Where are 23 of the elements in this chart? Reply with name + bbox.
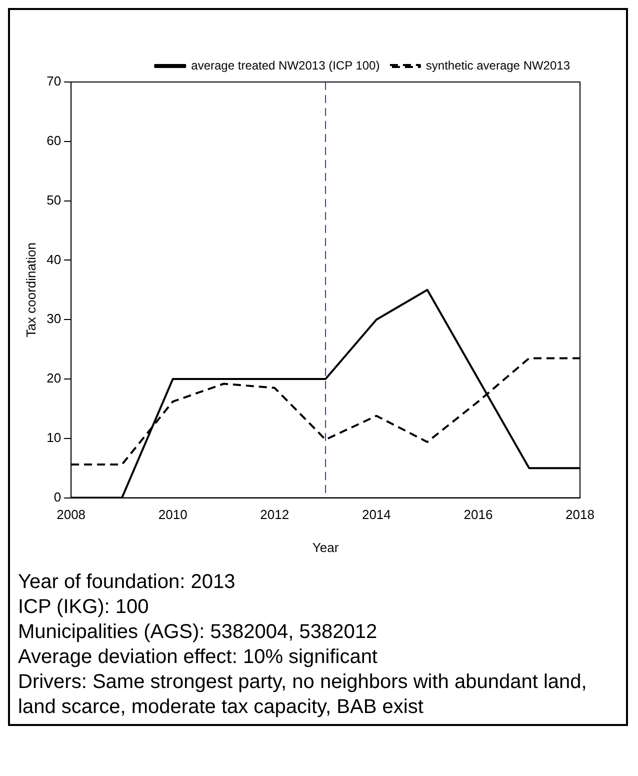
text: Municipalities (AGS): 5382004, 5382012 bbox=[18, 620, 378, 645]
text: Average deviation effect: 10% significant bbox=[18, 645, 378, 670]
x-tick-label: 2010 bbox=[158, 507, 188, 522]
x-tick-label: 2018 bbox=[566, 507, 594, 522]
y-tick-label: 60 bbox=[46, 132, 62, 148]
x-tick-label: 2012 bbox=[260, 507, 290, 522]
text: ICP (IKG): 100 bbox=[18, 595, 150, 620]
x-axis-title: Year bbox=[312, 540, 340, 555]
y-tick-label: 20 bbox=[46, 370, 62, 386]
y-tick-label: 40 bbox=[46, 252, 62, 267]
y-tick-label: 30 bbox=[46, 311, 62, 326]
x-tick-label: 2014 bbox=[362, 507, 391, 522]
legend-label: average treated NW2013 (ICP 100) bbox=[191, 58, 380, 72]
text: Drivers: Same strongest party, no neighbors with abundant land, land scarce, moderate tax capacity, BAB exist bbox=[18, 670, 588, 720]
x-tick-label: 2016 bbox=[464, 507, 493, 522]
y-tick-label: 70 bbox=[46, 74, 62, 89]
y-tick-label: 50 bbox=[46, 192, 62, 208]
x-tick-label: 2008 bbox=[56, 507, 86, 522]
y-tick-label: 10 bbox=[46, 430, 62, 445]
text: Year of foundation: 2013 bbox=[18, 570, 236, 595]
y-tick-label: 0 bbox=[54, 489, 62, 504]
legend-label: synthetic average NW2013 bbox=[426, 58, 570, 72]
y-axis-title: Tax coordination bbox=[23, 242, 38, 338]
